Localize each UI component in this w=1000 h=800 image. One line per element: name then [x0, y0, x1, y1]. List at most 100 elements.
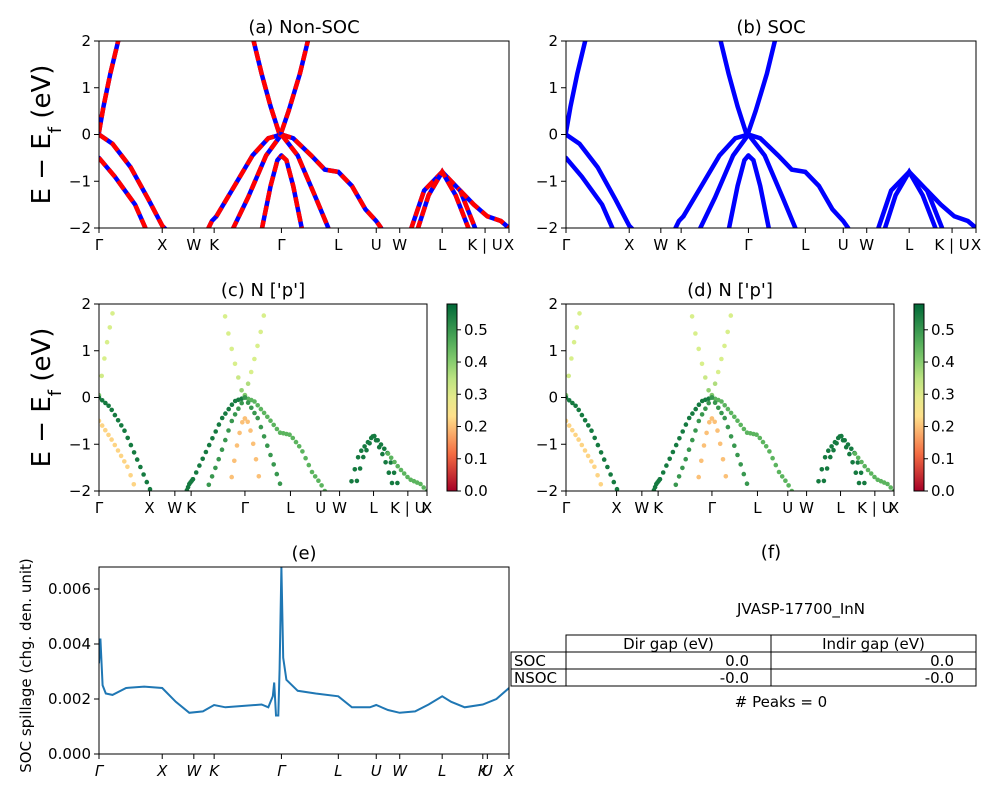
dot-gammaUp2 — [258, 329, 264, 335]
dot-gammaMidR — [722, 415, 727, 421]
dot-gammaMidL — [690, 437, 695, 443]
dot-gammaLowL — [704, 430, 709, 436]
spillage-line — [99, 567, 509, 717]
dot-gammaLowL — [694, 491, 699, 496]
dot-kTail — [405, 474, 410, 480]
dot-gammaMidR — [748, 491, 753, 496]
dot-gammaTopR — [306, 462, 312, 468]
dot-lPeak1 — [826, 448, 831, 454]
dot-gammaTopL — [197, 463, 202, 468]
dot-lPeak2 — [818, 491, 823, 496]
dot-gammaMidR — [265, 443, 270, 449]
band-gammaUp2-nsoc — [279, 41, 311, 133]
dot-gammaUp1 — [699, 361, 705, 367]
x-tick-label: Γ — [562, 236, 571, 254]
dot-gammaTopL — [686, 415, 692, 421]
dot-gammaUp1 — [229, 346, 234, 352]
dot-gammaTopL — [206, 442, 212, 448]
x-tick-label: U — [782, 499, 793, 517]
x-tick-label: K — [209, 762, 220, 780]
band-kTail — [924, 188, 976, 228]
dot-gammaLowL — [232, 458, 237, 464]
band-gammaUp1 — [718, 41, 751, 140]
dot-gammaTopL — [200, 456, 205, 462]
dot-gammaTopR — [261, 410, 267, 416]
dot-gammaTopR — [735, 418, 740, 424]
dot-gammaUp1 — [706, 388, 711, 393]
table-cell-value: -0.0 — [720, 669, 749, 687]
dot-gammaMidR — [738, 462, 743, 467]
dot-gammaTopL — [190, 477, 196, 482]
dot-gammaUp2 — [722, 343, 727, 349]
dot-val1 — [618, 491, 623, 496]
dot-gammaLowL — [699, 458, 704, 464]
dot-cond1 — [571, 339, 577, 345]
y-tick-label: 0.006 — [48, 580, 91, 598]
x-tick-label: K | U — [857, 499, 892, 517]
dot-gammaMidR — [716, 405, 721, 411]
dot-lPeak2 — [376, 444, 382, 450]
dot-lPeak2 — [383, 460, 388, 465]
x-tick-label: Γ — [708, 499, 717, 517]
dot-val1 — [592, 435, 597, 441]
dot-gammaLowR — [715, 428, 720, 433]
band-val2-soc — [99, 155, 148, 228]
dot-gammaMidL — [216, 456, 221, 462]
band-lPeak2 — [882, 167, 938, 228]
band-gammaLowL-nsoc — [259, 154, 284, 228]
dot-gammaUp2 — [715, 369, 721, 375]
y-tick-label: −2 — [536, 219, 558, 237]
dot-gammaMidL — [683, 456, 688, 462]
dot-val1 — [579, 412, 585, 418]
axes-frame — [98, 303, 428, 492]
dot-gammaTopR — [319, 483, 324, 488]
peaks-count: # Peaks = 0 — [735, 693, 827, 711]
band-gammaTopL — [681, 132, 751, 219]
dot-val2 — [118, 453, 124, 459]
band-gammaLowR — [746, 153, 772, 228]
dot-gammaMidR — [277, 481, 283, 487]
dot-val1 — [595, 442, 601, 448]
dot-gammaTopR — [770, 455, 775, 461]
dot-lPeak1 — [349, 479, 354, 484]
y-tick-label: −1 — [536, 172, 558, 190]
y-tick-label: −1 — [69, 435, 91, 453]
dot-cond1 — [104, 339, 110, 345]
dot-val2 — [125, 464, 130, 470]
dot-val1 — [576, 407, 581, 413]
dot-lPeak1 — [849, 446, 854, 452]
dot-gammaTopR — [719, 399, 724, 404]
dot-gammaMidL — [232, 412, 238, 417]
dot-gammaTopR — [290, 435, 296, 441]
dot-gammaUp1 — [236, 375, 241, 380]
dot-gammaLowL — [240, 420, 245, 425]
dot-val2 — [131, 482, 137, 487]
x-tick-label: L — [438, 236, 447, 254]
colorbar-tick-label: 0.3 — [931, 385, 955, 403]
dot-val1 — [106, 403, 111, 409]
dot-val1 — [582, 418, 588, 423]
dot-kTail — [398, 467, 404, 473]
x-tick-label: L — [801, 236, 810, 254]
y-tick-label: 1 — [81, 79, 91, 97]
dot-gammaUp1 — [689, 314, 695, 319]
dot-val2 — [573, 432, 578, 438]
x-tick-label: X — [889, 499, 899, 517]
dot-cond1 — [577, 311, 582, 316]
dot-lPeak2 — [828, 454, 833, 460]
dot-val1 — [598, 450, 604, 455]
dot-gammaMidL — [673, 482, 679, 488]
dot-gammaMidR — [744, 481, 750, 487]
dot-lPeak2 — [840, 438, 846, 443]
colorbar-tick-label: 0.1 — [931, 450, 955, 468]
dot-gammaUp1 — [696, 346, 701, 352]
dot-valK — [183, 491, 188, 496]
dot-gammaTopR — [312, 474, 318, 479]
dot-val2 — [128, 473, 133, 478]
dot-gammaTopL — [696, 402, 702, 408]
band-lines-b — [566, 41, 976, 228]
dot-kTail — [424, 488, 427, 491]
dot-lPeak2 — [843, 444, 849, 450]
